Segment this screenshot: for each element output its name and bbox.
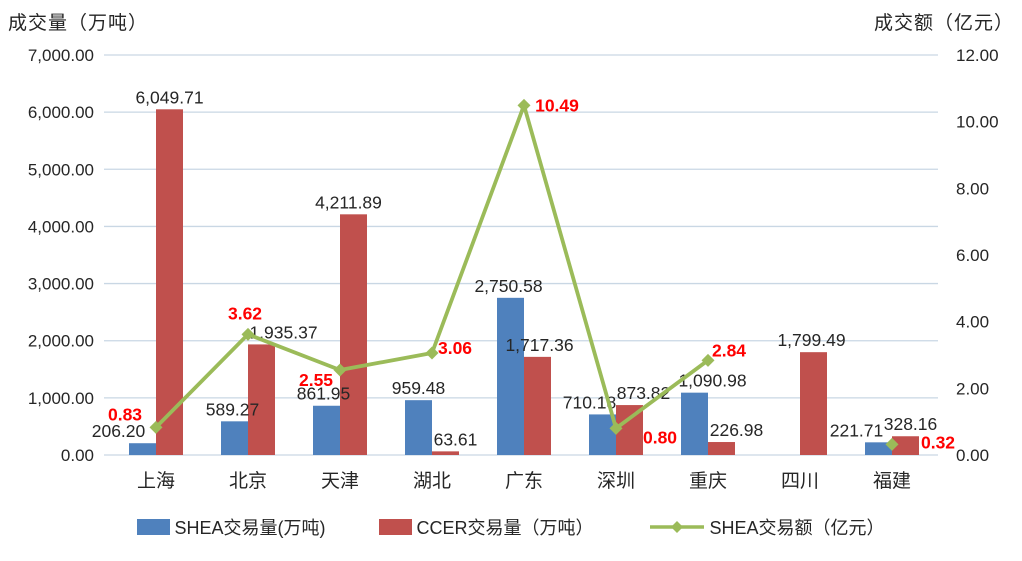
bar-data-label: 1,717.36 [505,335,573,355]
right-axis-tick-label: 2.00 [956,379,989,398]
bar-shea-volume [313,405,340,455]
left-axis-tick-label: 4,000.00 [28,217,94,236]
line-data-label: 2.84 [712,340,746,360]
bar-shea-volume [865,442,892,455]
left-axis-tick-label: 5,000.00 [28,160,94,179]
right-axis-tick-label: 8.00 [956,179,989,198]
line-marker-diamond-icon [701,353,715,367]
line-marker-diamond-icon [609,421,623,435]
x-category-label: 广东 [505,470,543,492]
line-data-label: 10.49 [535,95,579,115]
right-axis-tick-label: 6.00 [956,246,989,265]
bar-ccer-volume [156,109,183,456]
right-axis-tick-label: 0.00 [956,446,989,465]
line-data-label: 2.55 [299,370,333,390]
left-axis-title: 成交量（万吨） [8,13,149,34]
bar-shea-volume [405,400,432,455]
bar-shea-volume [497,297,524,455]
bar-data-label: 2,750.58 [474,276,542,296]
left-axis-tick-label: 6,000.00 [28,103,94,122]
legend-label: SHEA交易量(万吨) [174,518,326,538]
right-axis-tick-label: 4.00 [956,313,989,332]
legend-item-shea-amount: SHEA交易额（亿元） [648,514,885,540]
legend-item-shea-volume: SHEA交易量(万吨) [137,514,325,540]
x-category-label: 福建 [873,470,911,492]
bar-data-label: 221.71 [830,420,884,440]
bar-ccer-volume [340,214,367,455]
bar-data-label: 710.18 [563,392,617,412]
bar-data-label: 226.98 [710,420,764,440]
line-with-diamond-icon [649,521,704,533]
legend: SHEA交易量(万吨) CCER交易量（万吨） SHEA交易额（亿元） [0,514,1022,540]
line-data-label: 0.83 [108,404,142,424]
bar-ccer-volume [892,436,919,455]
bar-ccer-volume [432,451,459,455]
bar-shea-volume [681,392,708,455]
x-category-label: 重庆 [689,470,727,492]
line-data-label: 3.62 [228,303,262,323]
bar-data-label: 1,799.49 [777,330,845,350]
ccer-volume-swatch-icon [379,519,413,535]
x-category-label: 上海 [137,470,175,492]
x-category-label: 四川 [781,471,819,492]
bar-data-label: 1,090.98 [678,371,746,391]
bar-data-label: 589.27 [206,399,260,419]
line-marker-diamond-icon [425,346,439,360]
right-axis-tick-label: 10.00 [956,113,999,132]
left-axis-tick-label: 1,000.00 [28,389,94,408]
x-category-label: 深圳 [597,470,635,492]
x-category-label: 天津 [321,470,359,492]
bar-ccer-volume [524,356,551,455]
legend-label: CCER交易量（万吨） [416,518,594,538]
bar-ccer-volume [708,442,735,455]
line-marker-diamond-icon [241,327,255,341]
legend-item-ccer-volume: CCER交易量（万吨） [379,514,594,540]
line-marker-diamond-icon [517,98,531,112]
shea-volume-swatch-icon [137,519,171,535]
line-data-label: 0.32 [921,432,955,452]
bar-ccer-volume [248,344,275,455]
bar-data-label: 328.16 [884,414,938,434]
bar-data-label: 206.20 [92,421,146,441]
line-marker-diamond-icon [885,437,899,451]
bar-data-label: 1,935.37 [249,322,317,342]
line-data-label: 0.80 [643,427,677,447]
right-axis-tick-label: 12.00 [956,46,999,65]
right-axis-title: 成交额（亿元） [873,13,1014,34]
line-marker-diamond-icon [333,363,347,377]
bar-ccer-volume [800,352,827,455]
bar-data-label: 63.61 [434,429,478,449]
x-category-label: 北京 [229,470,267,492]
line-marker-diamond-icon [149,420,163,434]
left-axis-tick-label: 3,000.00 [28,275,94,294]
line-data-label: 3.06 [438,338,472,358]
x-category-label: 湖北 [413,470,451,492]
bar-shea-volume [589,414,616,455]
bar-data-label: 6,049.71 [135,87,203,107]
bar-shea-volume [221,421,248,455]
left-axis-tick-label: 2,000.00 [28,332,94,351]
legend-label: SHEA交易额（亿元） [709,518,885,538]
bar-data-label: 959.48 [392,378,446,398]
bar-shea-volume [129,443,156,455]
bar-data-label: 4,211.89 [315,192,382,212]
left-axis-tick-label: 0.00 [61,446,94,465]
left-axis-tick-label: 7,000.00 [28,46,94,65]
bar-data-label: 861.95 [297,384,351,404]
